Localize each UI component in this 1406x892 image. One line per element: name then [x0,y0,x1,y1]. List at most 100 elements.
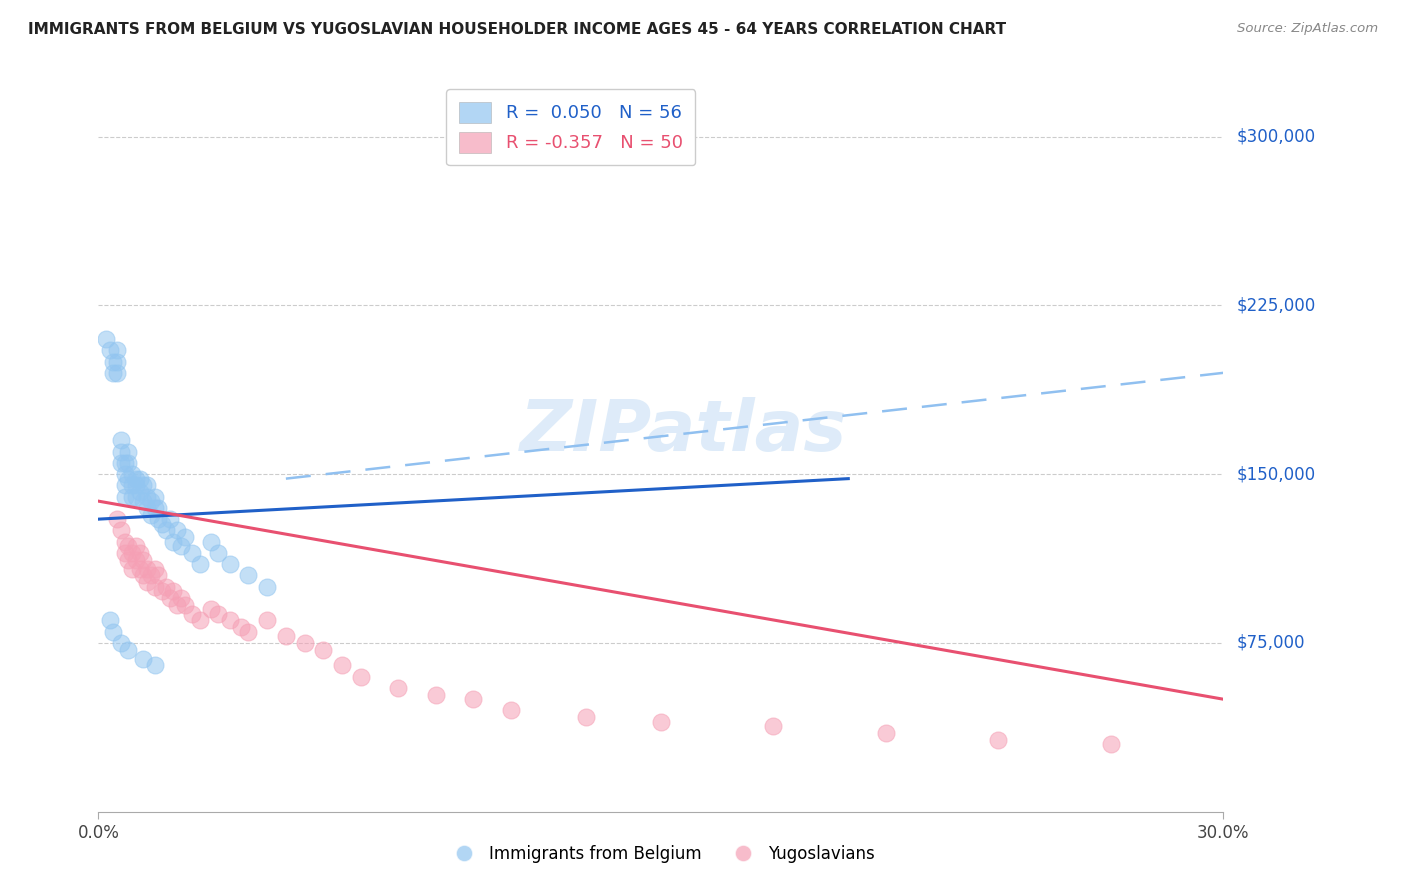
Point [173,530,195,544]
Point [155,580,177,594]
Point [1099,737,1122,751]
Point [256,614,278,628]
Point [148,500,170,515]
Point [150,516,173,531]
Point [136,490,159,504]
Point [125,490,148,504]
Point [132,568,155,582]
Point [132,552,155,566]
Text: ZIPatlas: ZIPatlas [520,397,846,466]
Point [274,629,297,643]
Point [136,500,159,515]
Point [139,508,162,522]
Text: $300,000: $300,000 [1237,128,1316,145]
Point [148,568,170,582]
Point [114,534,136,549]
Point [143,562,166,576]
Point [110,636,132,650]
Point [117,552,139,566]
Point [159,512,181,526]
Point [98,343,121,358]
Point [200,534,222,549]
Point [294,636,316,650]
Point [181,546,204,560]
Point [143,580,166,594]
Point [117,456,139,470]
Point [200,602,222,616]
Point [117,472,139,486]
Point [875,726,897,740]
Text: IMMIGRANTS FROM BELGIUM VS YUGOSLAVIAN HOUSEHOLDER INCOME AGES 45 - 64 YEARS COR: IMMIGRANTS FROM BELGIUM VS YUGOSLAVIAN H… [28,22,1007,37]
Point [238,624,260,639]
Point [425,688,447,702]
Point [188,557,211,571]
Point [128,562,150,576]
Point [139,568,162,582]
Point [125,552,148,566]
Point [105,343,128,358]
Point [188,614,211,628]
Point [463,692,485,706]
Point [114,490,136,504]
Point [218,614,240,628]
Point [155,524,177,538]
Point [125,539,148,553]
Point [181,607,204,621]
Point [110,456,132,470]
Point [121,467,143,482]
Point [987,732,1010,747]
Point [170,591,193,605]
Point [350,670,373,684]
Point [650,714,672,729]
Point [110,524,132,538]
Point [128,485,150,500]
Text: $150,000: $150,000 [1237,465,1316,483]
Point [117,642,139,657]
Point [166,598,188,612]
Point [105,512,128,526]
Point [139,494,162,508]
Point [114,456,136,470]
Point [132,494,155,508]
Point [136,562,159,576]
Point [499,703,522,717]
Point [238,568,260,582]
Point [117,444,139,458]
Point [132,478,155,492]
Point [207,546,229,560]
Point [143,490,166,504]
Text: Source: ZipAtlas.com: Source: ZipAtlas.com [1237,22,1378,36]
Point [136,478,159,492]
Point [218,557,240,571]
Point [166,524,188,538]
Point [575,710,598,724]
Point [121,478,143,492]
Point [312,642,335,657]
Point [125,478,148,492]
Point [105,354,128,368]
Point [103,624,125,639]
Point [148,512,170,526]
Point [162,534,184,549]
Point [159,591,181,605]
Text: $75,000: $75,000 [1237,634,1306,652]
Point [103,366,125,380]
Point [762,719,785,733]
Point [207,607,229,621]
Point [114,478,136,492]
Point [121,490,143,504]
Point [229,620,252,634]
Point [121,546,143,560]
Point [114,546,136,560]
Point [173,598,195,612]
Point [98,614,121,628]
Text: $225,000: $225,000 [1237,296,1316,314]
Point [150,584,173,599]
Point [114,467,136,482]
Point [117,539,139,553]
Point [125,472,148,486]
Point [110,434,132,448]
Point [330,658,353,673]
Point [143,500,166,515]
Point [94,332,117,346]
